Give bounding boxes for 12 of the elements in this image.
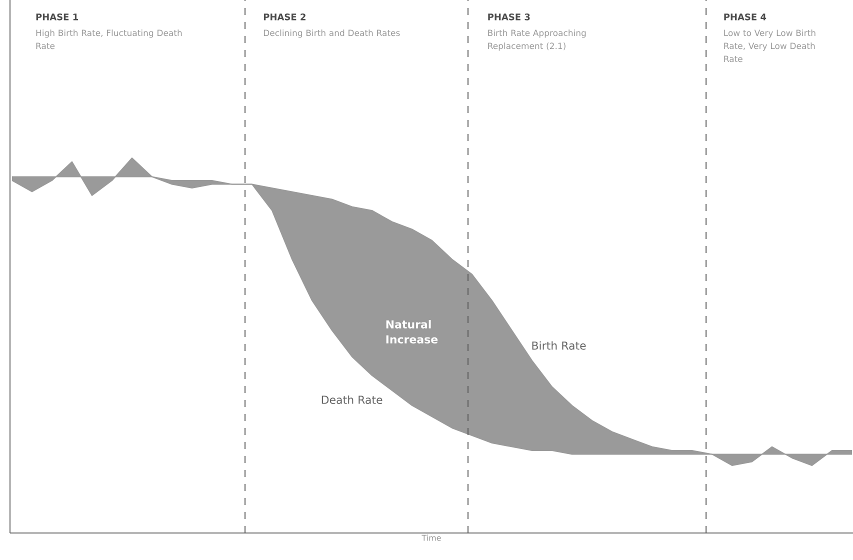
text: PHASE 4 [724, 14, 766, 20]
text: PHASE 3 [488, 14, 530, 20]
text: High Birth Rate, Fluctuating Death Rate [36, 30, 182, 50]
text: Low to Very Low Birth Rate, Very Low Death Rate [724, 30, 816, 62]
series-label: Birth Rate [532, 341, 586, 350]
text: Birth Rate Approaching Replacement (2.1) [488, 30, 586, 51]
text: PHASE 1 [36, 14, 78, 20]
annotation: Natural Increase [386, 320, 438, 344]
text: PHASE 2 [264, 14, 306, 20]
text: Declining Birth and Death Rates [264, 30, 400, 38]
series-label: Death Rate [322, 395, 382, 404]
x-axis-title: Time [422, 534, 441, 541]
